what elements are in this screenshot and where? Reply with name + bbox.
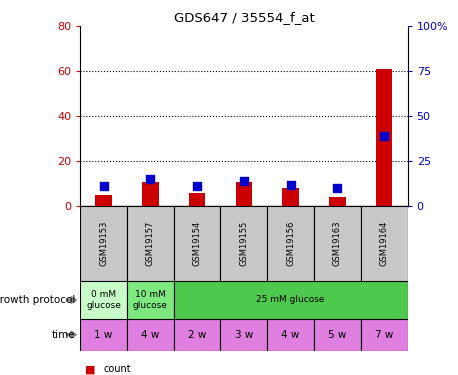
Text: GSM19154: GSM19154 bbox=[193, 221, 202, 266]
Point bbox=[147, 176, 154, 182]
Bar bbox=[220, 206, 267, 281]
Bar bbox=[314, 206, 361, 281]
Text: 1 w: 1 w bbox=[94, 330, 113, 340]
Bar bbox=[267, 206, 314, 281]
Point bbox=[381, 133, 388, 139]
Bar bbox=[329, 197, 346, 206]
Bar bbox=[189, 193, 205, 206]
Bar bbox=[361, 319, 408, 351]
Bar bbox=[283, 188, 299, 206]
Bar bbox=[236, 182, 252, 206]
Text: ■: ■ bbox=[85, 364, 95, 374]
Bar bbox=[174, 206, 220, 281]
Point bbox=[193, 183, 201, 189]
Bar bbox=[80, 281, 127, 319]
Text: GSM19156: GSM19156 bbox=[286, 221, 295, 266]
Text: 25 mM glucose: 25 mM glucose bbox=[256, 296, 325, 304]
Text: 3 w: 3 w bbox=[234, 330, 253, 340]
Text: 4 w: 4 w bbox=[282, 330, 300, 340]
Bar bbox=[174, 281, 408, 319]
Text: GSM19163: GSM19163 bbox=[333, 221, 342, 267]
Bar bbox=[267, 319, 314, 351]
Text: 10 mM
glucose: 10 mM glucose bbox=[133, 290, 168, 310]
Bar bbox=[220, 319, 267, 351]
Point bbox=[100, 183, 107, 189]
Text: 4 w: 4 w bbox=[141, 330, 159, 340]
Bar bbox=[95, 195, 112, 206]
Text: count: count bbox=[103, 364, 131, 374]
Text: 7 w: 7 w bbox=[375, 330, 393, 340]
Bar bbox=[80, 319, 127, 351]
Bar bbox=[127, 206, 174, 281]
Bar bbox=[376, 69, 393, 206]
Text: GSM19155: GSM19155 bbox=[240, 221, 248, 266]
Point bbox=[287, 182, 294, 188]
Bar bbox=[142, 182, 158, 206]
Bar bbox=[174, 319, 220, 351]
Bar bbox=[127, 319, 174, 351]
Text: GSM19153: GSM19153 bbox=[99, 221, 108, 266]
Point bbox=[240, 178, 247, 184]
Text: time: time bbox=[52, 330, 76, 340]
Text: GSM19157: GSM19157 bbox=[146, 221, 155, 266]
Bar bbox=[361, 206, 408, 281]
Text: GSM19164: GSM19164 bbox=[380, 221, 389, 266]
Point bbox=[334, 185, 341, 191]
Bar bbox=[314, 319, 361, 351]
Text: 2 w: 2 w bbox=[188, 330, 206, 340]
Text: 5 w: 5 w bbox=[328, 330, 347, 340]
Title: GDS647 / 35554_f_at: GDS647 / 35554_f_at bbox=[174, 11, 314, 24]
Bar bbox=[127, 281, 174, 319]
Bar bbox=[80, 206, 127, 281]
Text: 0 mM
glucose: 0 mM glucose bbox=[86, 290, 121, 310]
Text: growth protocol: growth protocol bbox=[0, 295, 76, 305]
